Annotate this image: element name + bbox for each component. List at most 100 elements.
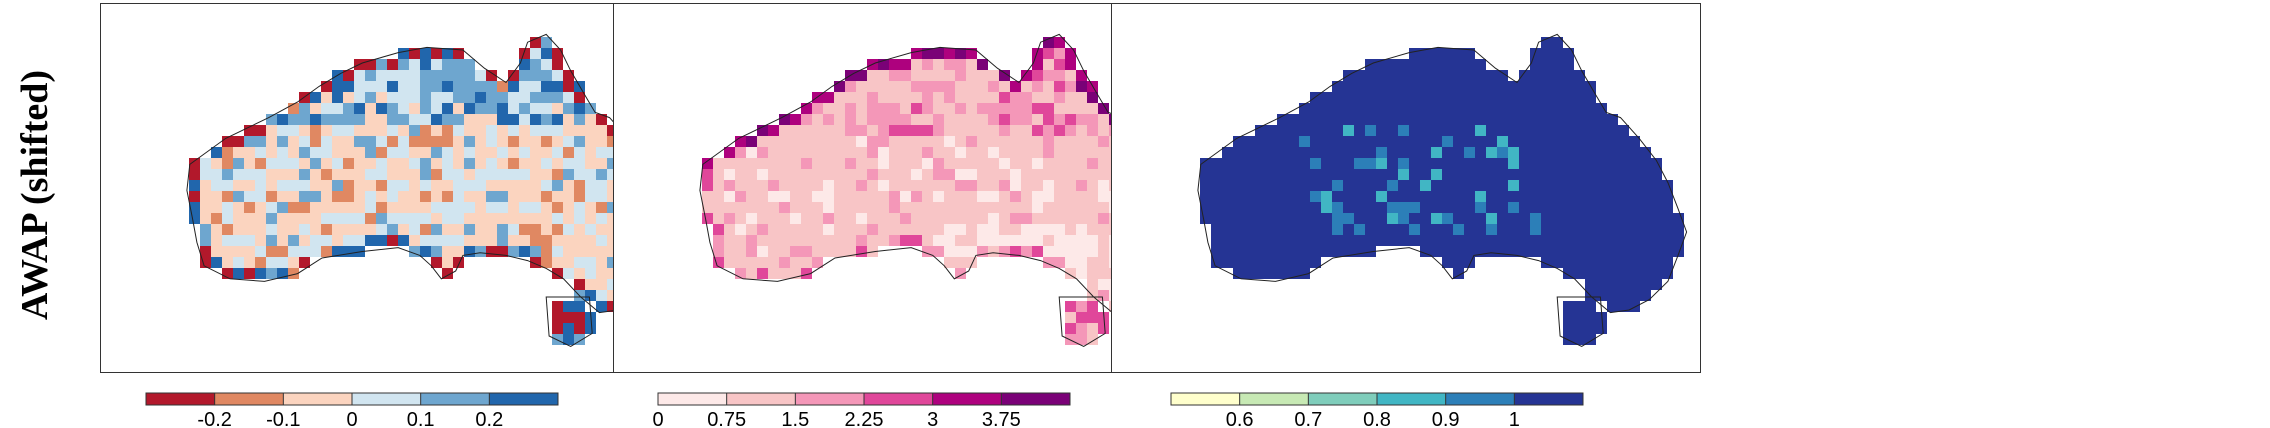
grid-cell bbox=[1585, 136, 1596, 147]
grid-cell bbox=[999, 92, 1010, 103]
colorbar-tick-label: 0.9 bbox=[1432, 409, 1460, 428]
grid-cell bbox=[1244, 224, 1255, 235]
grid-cell bbox=[779, 180, 790, 191]
grid-cell bbox=[475, 114, 486, 125]
grid-cell bbox=[563, 246, 574, 257]
grid-cell bbox=[713, 180, 724, 191]
grid-cell bbox=[508, 70, 519, 81]
grid-cell bbox=[376, 92, 387, 103]
grid-cell bbox=[1244, 246, 1255, 257]
grid-cell bbox=[1585, 224, 1596, 235]
grid-cell bbox=[354, 125, 365, 136]
grid-cell bbox=[398, 213, 409, 224]
grid-cell bbox=[1607, 246, 1618, 257]
row-label-text: AWAP (shifted) bbox=[14, 69, 56, 321]
grid-cell bbox=[900, 202, 911, 213]
grid-cell bbox=[1508, 114, 1519, 125]
grid-cell bbox=[288, 213, 299, 224]
grid-cell bbox=[1563, 180, 1574, 191]
grid-cell bbox=[244, 202, 255, 213]
grid-cell bbox=[1321, 169, 1332, 180]
grid-cell bbox=[1420, 59, 1431, 70]
grid-cell bbox=[1244, 180, 1255, 191]
grid-cell bbox=[933, 191, 944, 202]
grid-cell bbox=[376, 147, 387, 158]
grid-cell bbox=[596, 257, 607, 268]
grid-cell bbox=[1662, 257, 1673, 268]
grid-cell bbox=[1299, 235, 1310, 246]
grid-cell bbox=[1354, 202, 1365, 213]
grid-cell bbox=[1596, 323, 1607, 334]
grid-cell bbox=[453, 103, 464, 114]
grid-cell bbox=[1098, 246, 1109, 257]
grid-cell bbox=[1541, 202, 1552, 213]
grid-cell bbox=[1354, 147, 1365, 158]
grid-cell bbox=[735, 224, 746, 235]
grid-cell bbox=[475, 103, 486, 114]
grid-cell bbox=[955, 202, 966, 213]
grid-cell bbox=[431, 202, 442, 213]
grid-cell bbox=[1420, 147, 1431, 158]
grid-cell bbox=[596, 180, 607, 191]
grid-cell bbox=[1574, 70, 1585, 81]
grid-cell bbox=[977, 191, 988, 202]
grid-cell bbox=[1486, 114, 1497, 125]
grid-cell bbox=[812, 103, 823, 114]
grid-cell bbox=[321, 114, 332, 125]
grid-cell bbox=[922, 147, 933, 158]
grid-cell bbox=[354, 81, 365, 92]
grid-cell bbox=[1607, 125, 1618, 136]
grid-cell bbox=[1010, 246, 1021, 257]
grid-cell bbox=[497, 103, 508, 114]
grid-cell bbox=[530, 169, 541, 180]
grid-cell bbox=[409, 81, 420, 92]
grid-cell bbox=[1618, 136, 1629, 147]
grid-cell bbox=[757, 246, 768, 257]
grid-cell bbox=[442, 70, 453, 81]
grid-cell bbox=[955, 224, 966, 235]
grid-cell bbox=[1054, 202, 1065, 213]
colorbar-tick-label: -0.2 bbox=[197, 409, 231, 428]
grid-cell bbox=[1552, 136, 1563, 147]
grid-cell bbox=[1065, 301, 1076, 312]
grid-cell bbox=[1497, 125, 1508, 136]
grid-cell bbox=[365, 158, 376, 169]
grid-cell bbox=[1409, 103, 1420, 114]
grid-cell bbox=[596, 213, 607, 224]
map-frame bbox=[1111, 3, 1701, 373]
grid-cell bbox=[1640, 191, 1651, 202]
grid-cell bbox=[1076, 213, 1087, 224]
grid-cell bbox=[1021, 125, 1032, 136]
grid-cell bbox=[746, 147, 757, 158]
grid-cell bbox=[1087, 224, 1098, 235]
grid-cell bbox=[1299, 147, 1310, 158]
grid-cell bbox=[757, 136, 768, 147]
grid-cell bbox=[376, 213, 387, 224]
grid-cell bbox=[1497, 158, 1508, 169]
colorbar-swatch bbox=[795, 393, 864, 405]
grid-cell bbox=[1442, 70, 1453, 81]
grid-cell bbox=[1541, 48, 1552, 59]
grid-cell bbox=[486, 103, 497, 114]
grid-cell bbox=[596, 235, 607, 246]
grid-cell bbox=[1032, 213, 1043, 224]
grid-cell bbox=[1585, 158, 1596, 169]
grid-cell bbox=[713, 246, 724, 257]
grid-cell bbox=[409, 48, 420, 59]
grid-cell bbox=[768, 213, 779, 224]
grid-cell bbox=[398, 224, 409, 235]
grid-cell bbox=[1365, 180, 1376, 191]
grid-cell bbox=[354, 70, 365, 81]
grid-cell bbox=[343, 81, 354, 92]
grid-cell bbox=[1574, 169, 1585, 180]
grid-cell bbox=[519, 147, 530, 158]
grid-cell bbox=[310, 246, 321, 257]
grid-cell bbox=[801, 191, 812, 202]
grid-cell bbox=[255, 235, 266, 246]
grid-cell bbox=[1453, 114, 1464, 125]
grid-cell bbox=[420, 147, 431, 158]
grid-cell bbox=[233, 246, 244, 257]
grid-cell bbox=[1398, 224, 1409, 235]
grid-cell bbox=[453, 81, 464, 92]
grid-cell bbox=[1299, 114, 1310, 125]
